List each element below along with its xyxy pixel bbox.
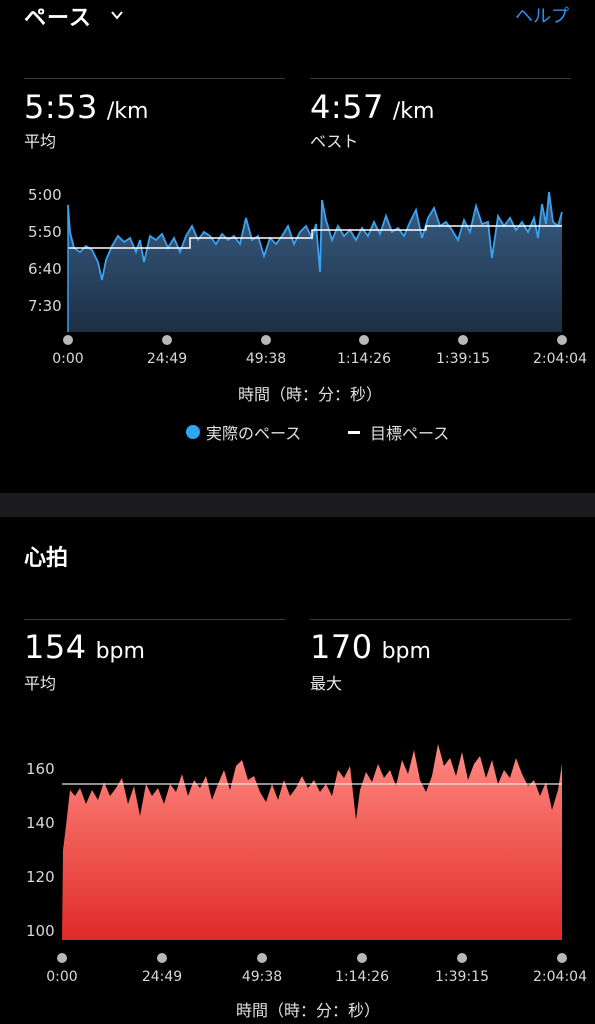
heart-y-label: 160: [26, 760, 55, 778]
heart-x-label: 0:00: [46, 969, 78, 985]
divider: [310, 619, 571, 620]
pace-actual-line: [67, 191, 563, 281]
x-tick-dot: [261, 335, 271, 345]
x-tick-dot: [257, 953, 267, 963]
pace-y-label: 5:50: [28, 223, 62, 241]
heart-x-label: 49:38: [241, 969, 283, 985]
heart-x-title: 時間（時：分：秒）: [235, 1001, 381, 1020]
chevron-down-icon[interactable]: [110, 8, 124, 22]
x-tick-dot: [557, 335, 567, 345]
heart-x-label: 1:14:26: [335, 969, 389, 985]
page-title[interactable]: ペース: [24, 6, 92, 31]
heart-average-unit: bpm: [88, 639, 145, 664]
pace-x-label: 0:00: [52, 351, 84, 367]
pace-average-unit: /km: [99, 99, 149, 124]
x-tick-dot: [457, 953, 467, 963]
x-tick-dot: [63, 335, 73, 345]
blue-dot-icon: [186, 425, 200, 439]
help-link[interactable]: ヘルプ: [515, 6, 569, 27]
x-tick-dot: [157, 953, 167, 963]
heart-x-label: 1:39:15: [435, 969, 489, 985]
section-separator: [0, 493, 595, 517]
heart-x-label: 24:49: [141, 969, 183, 985]
heart-max-label: 最大: [310, 674, 343, 693]
heart-chart: [57, 744, 567, 963]
heart-max-value: 170: [310, 628, 373, 666]
pace-y-label: 6:40: [28, 260, 62, 278]
x-tick-dot: [458, 335, 468, 345]
pace-area: [68, 192, 562, 332]
x-tick-dot: [359, 335, 369, 345]
divider: [24, 619, 285, 620]
pace-x-label: 1:14:26: [337, 351, 391, 367]
heart-max-unit: bpm: [374, 639, 431, 664]
heart-average: 154 bpm: [24, 628, 145, 666]
pace-x-label: 2:04:04: [533, 351, 587, 367]
pace-chart: [63, 191, 567, 345]
pace-best: 4:57 /km: [310, 88, 434, 126]
white-dash-icon: [348, 430, 360, 434]
x-tick-dot: [57, 953, 67, 963]
pace-average-value: 5:53: [24, 88, 98, 126]
pace-best-label: ベスト: [310, 132, 359, 151]
pace-average: 5:53 /km: [24, 88, 148, 126]
x-tick-dot: [557, 953, 567, 963]
legend-target-label: 目標ペース: [370, 424, 450, 443]
pace-best-value: 4:57: [310, 88, 384, 126]
heart-x-label: 2:04:04: [533, 969, 587, 985]
pace-best-unit: /km: [385, 99, 435, 124]
pace-y-label: 5:00: [28, 186, 62, 204]
divider: [310, 78, 571, 79]
pace-average-label: 平均: [24, 132, 57, 151]
pace-target-line: [68, 225, 562, 249]
pace-x-label: 49:38: [245, 351, 287, 367]
x-tick-dot: [357, 953, 367, 963]
pace-x-label: 1:39:15: [436, 351, 490, 367]
legend-target-pace: 目標ペース: [348, 420, 449, 444]
heart-average-value: 154: [24, 628, 87, 666]
pace-x-title: 時間（時：分：秒）: [237, 385, 383, 404]
heart-area: [62, 744, 562, 940]
divider: [24, 78, 285, 79]
heart-max: 170 bpm: [310, 628, 431, 666]
heart-y-label: 140: [26, 814, 55, 832]
heart-y-label: 100: [26, 922, 55, 940]
legend-actual-pace: 実際のペース: [186, 420, 301, 444]
x-tick-dot: [162, 335, 172, 345]
heart-y-label: 120: [26, 868, 55, 886]
legend-actual-label: 実際のペース: [206, 424, 302, 443]
heart-rate-title: 心拍: [24, 546, 69, 571]
pace-y-label: 7:30: [28, 297, 62, 315]
heart-average-label: 平均: [24, 674, 57, 693]
pace-x-label: 24:49: [146, 351, 188, 367]
